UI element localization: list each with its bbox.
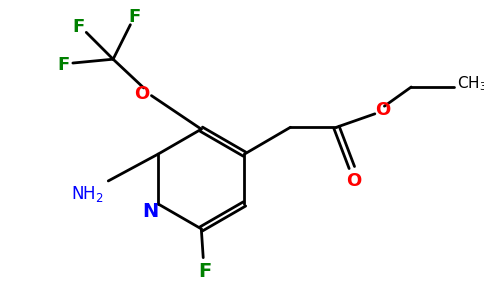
Text: CH$_3$: CH$_3$ (456, 74, 484, 92)
Text: NH$_2$: NH$_2$ (71, 184, 104, 204)
Text: O: O (375, 101, 390, 119)
Text: F: F (198, 262, 212, 281)
Text: F: F (128, 8, 140, 26)
Text: F: F (73, 18, 85, 36)
Text: O: O (346, 172, 362, 190)
Text: F: F (57, 56, 69, 74)
Text: O: O (134, 85, 150, 103)
Text: N: N (142, 202, 159, 221)
